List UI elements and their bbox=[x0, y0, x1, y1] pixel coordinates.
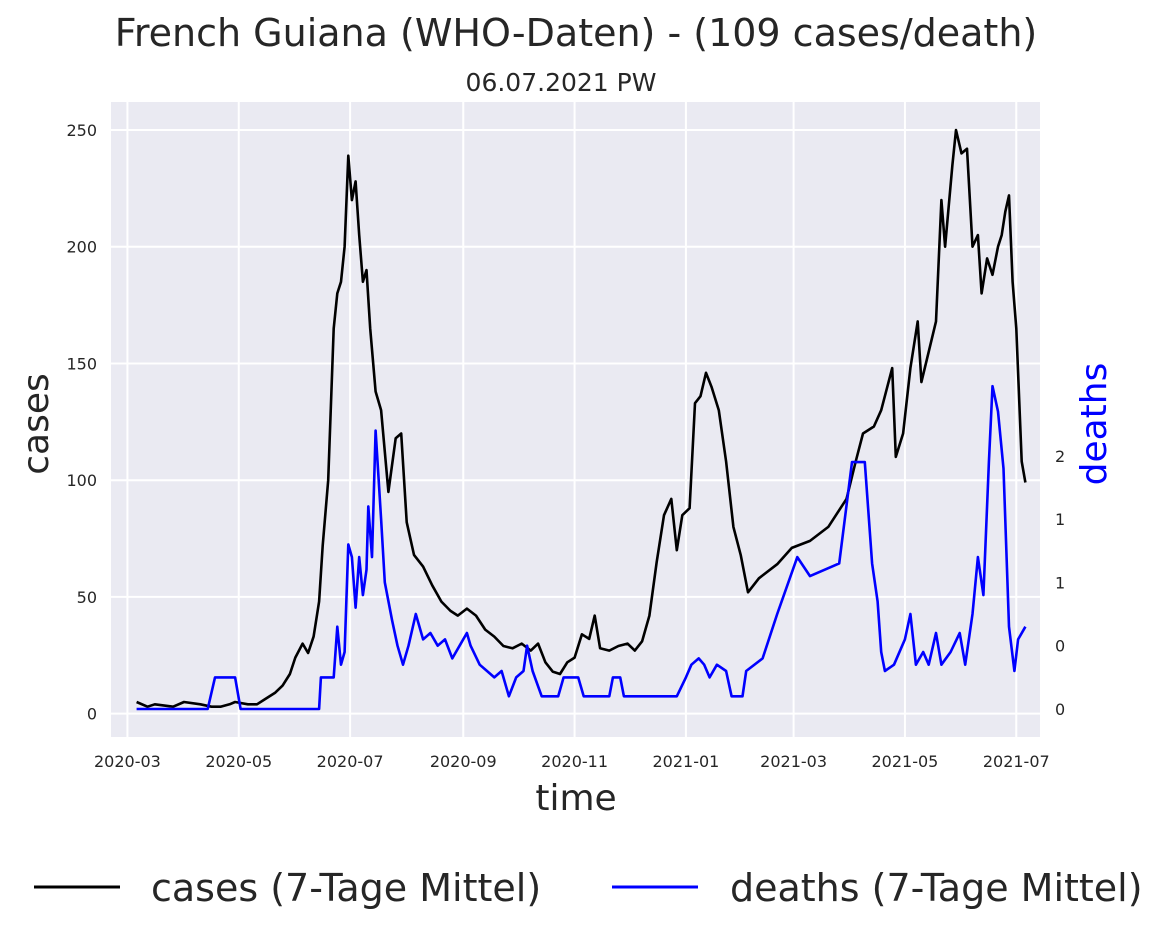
y-tick-label: 200 bbox=[66, 238, 97, 257]
y-right-tick-label: 2 bbox=[1055, 447, 1065, 466]
y-right-tick-label: 1 bbox=[1055, 510, 1065, 529]
y-tick-label: 250 bbox=[66, 121, 97, 140]
y-right-tick-label: 0 bbox=[1055, 637, 1065, 656]
x-tick-label: 2021-07 bbox=[983, 752, 1050, 771]
y-tick-label: 150 bbox=[66, 354, 97, 373]
x-tick-label: 2020-05 bbox=[205, 752, 272, 771]
x-tick-label: 2021-01 bbox=[652, 752, 719, 771]
x-tick-label: 2020-03 bbox=[94, 752, 161, 771]
x-tick-label: 2020-11 bbox=[541, 752, 608, 771]
series-line-deaths bbox=[136, 384, 1027, 711]
x-tick-labels: 2020-03 2020-05 2020-07 2020-09 2020-11 2021-… bbox=[94, 752, 1050, 771]
y-tick-label: 100 bbox=[66, 471, 97, 490]
legend: cases (7-Tage Mittel) deaths (7-Tage Mit… bbox=[34, 866, 1143, 910]
x-tick-label: 2021-05 bbox=[872, 752, 939, 771]
series-layer bbox=[136, 128, 1027, 711]
x-tick-label: 2020-09 bbox=[430, 752, 497, 771]
y-right-tick-label: 0 bbox=[1055, 700, 1065, 719]
y-axis-label: cases bbox=[16, 373, 57, 475]
chart-title: French Guiana (WHO-Daten) - (109 cases/d… bbox=[115, 11, 1037, 55]
x-gridlines bbox=[126, 102, 1018, 737]
legend-label-deaths: deaths (7-Tage Mittel) bbox=[730, 866, 1143, 910]
y-right-tick-label: 1 bbox=[1055, 573, 1065, 592]
y-right-axis-label: deaths bbox=[1074, 363, 1115, 486]
y-tick-label: 50 bbox=[77, 588, 97, 607]
legend-label-cases: cases (7-Tage Mittel) bbox=[151, 866, 541, 910]
x-axis-label: time bbox=[535, 778, 616, 819]
y-tick-label: 0 bbox=[87, 705, 97, 724]
y-right-tick-labels: 0 0 1 1 2 bbox=[1055, 447, 1065, 719]
x-tick-label: 2020-07 bbox=[317, 752, 384, 771]
chart-subtitle: 06.07.2021 PW bbox=[466, 68, 657, 97]
series-line-cases bbox=[136, 128, 1027, 709]
y-tick-labels: 0 50 100 150 200 250 bbox=[66, 121, 97, 724]
x-tick-label: 2021-03 bbox=[760, 752, 827, 771]
y-gridlines bbox=[111, 129, 1040, 715]
